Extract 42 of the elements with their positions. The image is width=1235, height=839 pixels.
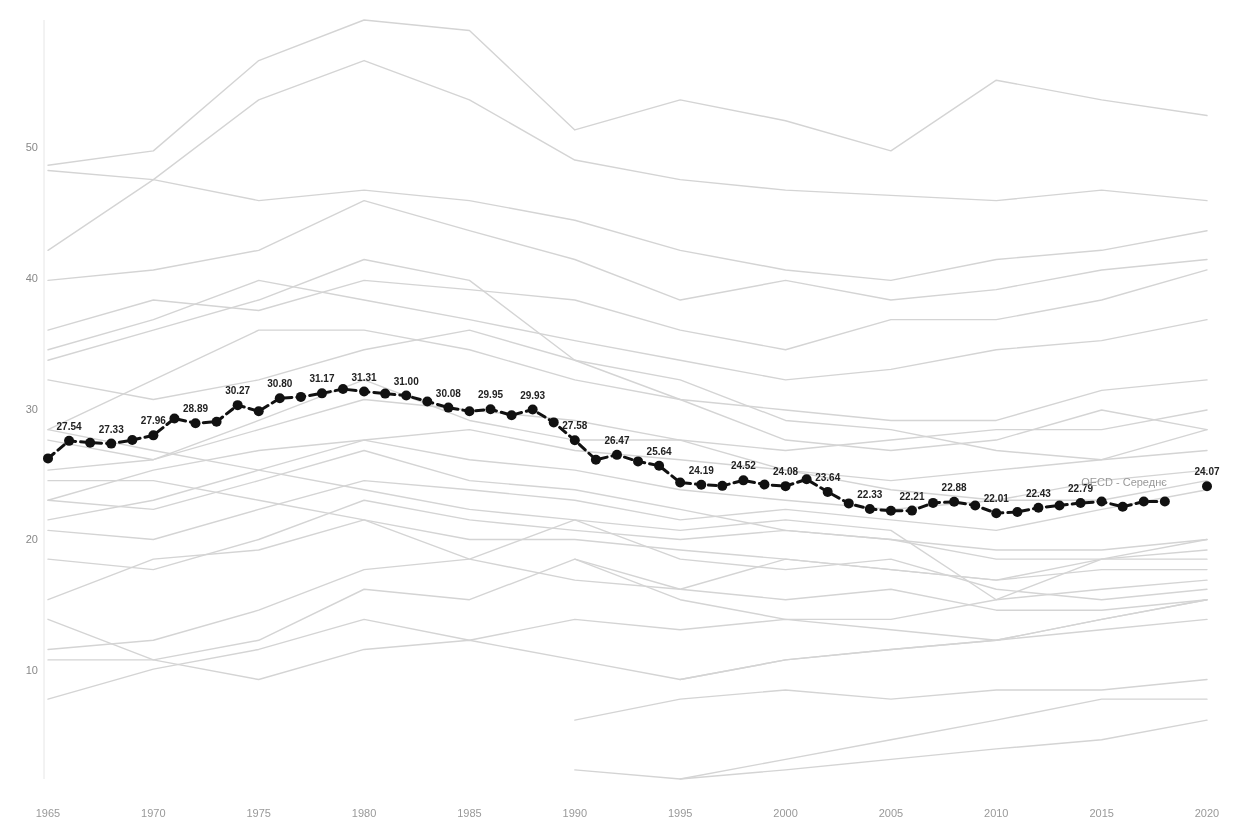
data-label: 30.80: [267, 378, 293, 390]
x-tick-label: 2010: [984, 807, 1009, 819]
data-label: 23.64: [815, 471, 841, 483]
x-tick-label: 2005: [878, 807, 904, 819]
data-label: 30.27: [225, 385, 251, 397]
data-label: 22.01: [983, 493, 1010, 505]
y-tick-label: 50: [25, 140, 38, 153]
data-label: 29.93: [520, 389, 546, 401]
data-label: 27.33: [98, 423, 125, 435]
data-label: 22.88: [941, 481, 968, 493]
x-tick-label: 2015: [1089, 807, 1114, 819]
y-tick-label: 20: [25, 533, 38, 546]
data-label: 31.17: [309, 373, 335, 385]
x-tick-label: 1985: [457, 807, 482, 819]
y-tick-label: 30: [25, 402, 38, 415]
data-label: 31.31: [351, 371, 378, 383]
data-label: 25.64: [646, 445, 673, 457]
x-tick-label: 2000: [773, 807, 798, 819]
x-tick-label: 1995: [667, 807, 693, 819]
data-label: 22.43: [1025, 487, 1052, 499]
x-tick-label: 1975: [246, 807, 271, 819]
data-label: 22.33: [857, 489, 883, 501]
y-tick-label: 10: [25, 664, 38, 677]
data-label: 27.54: [56, 420, 83, 432]
x-tick-label: 2020: [1194, 807, 1220, 819]
data-label: 26.47: [604, 434, 630, 446]
data-label: 28.89: [182, 403, 209, 415]
data-label: 27.96: [140, 415, 167, 427]
data-label: 27.58: [562, 420, 588, 432]
data-label: 30.08: [435, 387, 462, 399]
y-tick-label: 40: [25, 271, 38, 284]
data-label: 24.19: [688, 464, 715, 476]
x-tick-label: 1990: [562, 807, 588, 819]
x-tick-label: 1965: [35, 807, 61, 819]
data-label: 24.52: [730, 460, 757, 472]
data-label: 24.07: [1194, 466, 1220, 478]
x-tick-label: 1980: [351, 807, 377, 819]
data-label: 22.21: [899, 490, 925, 502]
data-label: 31.00: [393, 375, 420, 387]
x-tick-label: 1970: [141, 807, 166, 819]
data-label: 24.08: [773, 466, 799, 478]
data-label: 29.95: [478, 389, 504, 401]
